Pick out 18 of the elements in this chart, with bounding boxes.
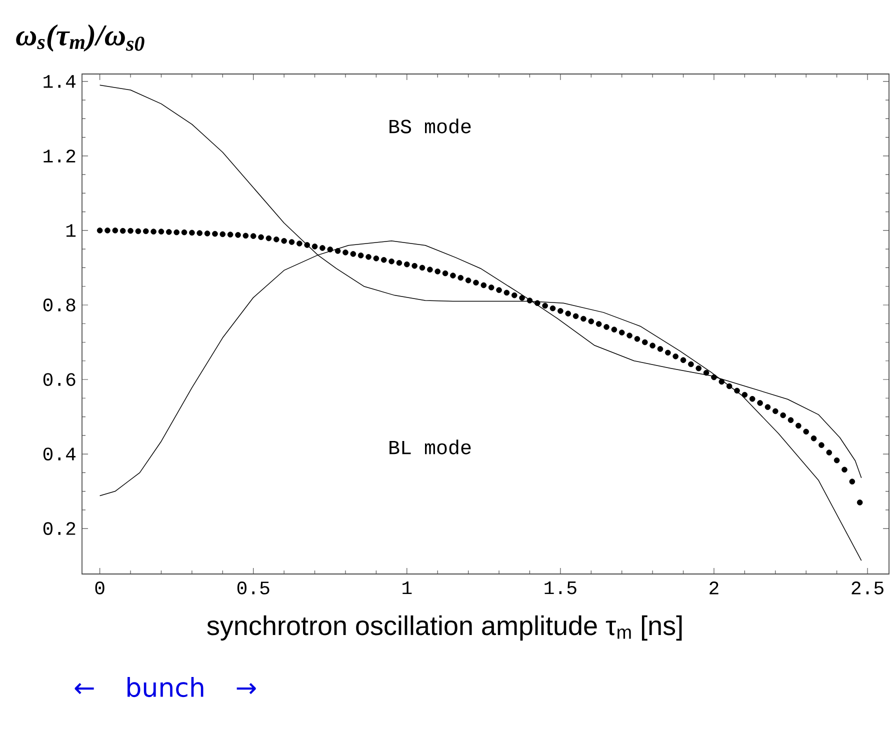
x-tick-label: 2 bbox=[710, 582, 718, 594]
x-tick-label: 1 bbox=[402, 582, 412, 594]
y-tick-label: 0.8 bbox=[43, 298, 76, 312]
y-tick-label: 0.2 bbox=[43, 522, 76, 535]
y-tick-label: 1 bbox=[66, 224, 76, 237]
x-axis-title: synchrotron oscillation amplitude τ$_{m}$ [ns] bbox=[207, 615, 682, 641]
x-tick-label: 0 bbox=[95, 582, 104, 594]
annotation: BL mode bbox=[390, 440, 471, 454]
y-axis-title: ω$_{s}$(τ$_{m}$)/ω$_{s0}$ bbox=[16, 24, 144, 52]
y-tick-label: 1.4 bbox=[44, 75, 76, 88]
x-tick-label: 0.5 bbox=[237, 582, 270, 594]
y-tick-label: 1.2 bbox=[44, 150, 76, 162]
y-tick-label: 0.6 bbox=[43, 373, 76, 386]
x-tick-label: 2.5 bbox=[852, 582, 884, 594]
annotation: BS mode bbox=[390, 118, 471, 134]
y-tick-label: 0.4 bbox=[43, 448, 76, 460]
text: ← bunch → bbox=[74, 676, 256, 698]
x-tick-label: 1.5 bbox=[544, 582, 576, 594]
